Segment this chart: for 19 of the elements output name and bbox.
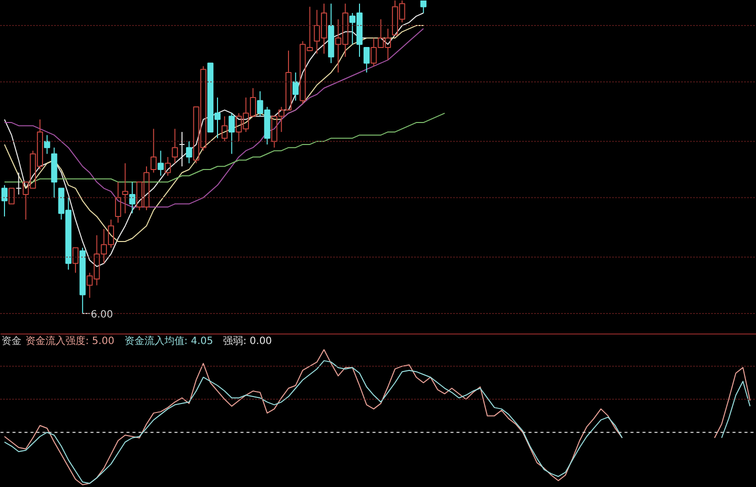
candlestick [72, 247, 79, 274]
text: 资金流入强度: 5.00 [26, 335, 114, 347]
candlestick [1, 184, 8, 217]
candlestick [129, 182, 136, 214]
text: 强弱: 0.00 [223, 336, 272, 347]
chart-title: 资金 [2, 335, 22, 347]
candlestick [122, 162, 128, 214]
candlestick [364, 46, 370, 73]
annotation: 6.00 [90, 309, 114, 320]
candlestick [158, 150, 164, 176]
candlestick [16, 172, 22, 196]
candlestick [178, 131, 186, 167]
text: 资金流入均值: 4.05 [124, 335, 214, 347]
candlestick [44, 134, 50, 154]
candlestick [80, 247, 86, 314]
candlestick [222, 116, 228, 142]
candlestick [228, 112, 235, 154]
candlestick [51, 147, 58, 198]
candlestick [8, 188, 15, 204]
